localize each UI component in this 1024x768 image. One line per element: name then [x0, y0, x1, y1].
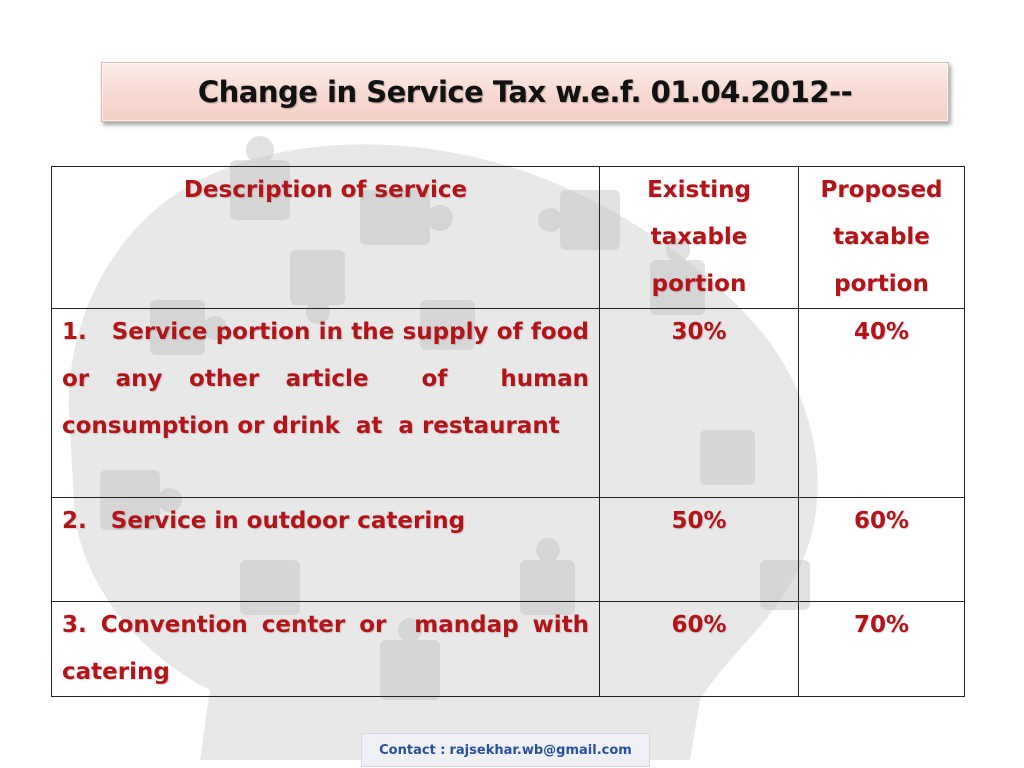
table-header-row: Description of service Existing taxable … — [51, 166, 965, 309]
header-description-cell: Description of service — [51, 166, 600, 309]
table-row: 2. Service in outdoor catering 50% 60% — [51, 497, 965, 602]
table-row: 1. Service portion in the supply of food… — [51, 308, 965, 498]
row-3-description-cell: 3. Convention center or mandap with cate… — [51, 601, 600, 697]
row-3-proposed: 70% — [853, 612, 910, 638]
row-2-proposed-cell: 60% — [798, 497, 965, 602]
row-1-existing: 30% — [671, 319, 727, 345]
row-1-proposed: 40% — [853, 319, 910, 345]
row-3-existing-cell: 60% — [599, 601, 799, 697]
row-1-description-cell: 1. Service portion in the supply of food… — [51, 308, 600, 498]
row-3-proposed-cell: 70% — [798, 601, 965, 697]
row-1-existing-cell: 30% — [599, 308, 799, 498]
header-description: Description of service — [183, 177, 468, 203]
title-banner: Change in Service Tax w.e.f. 01.04.2012-… — [101, 62, 949, 122]
service-tax-table: Description of service Existing taxable … — [51, 166, 965, 697]
contact-label: Contact : — [379, 742, 446, 758]
table-row: 3. Convention center or mandap with cate… — [51, 601, 965, 697]
contact-box: Contact : rajsekhar.wb@gmail.com — [361, 733, 650, 767]
row-2-existing-cell: 50% — [599, 497, 799, 602]
row-2-proposed: 60% — [853, 508, 910, 534]
row-2-description-cell: 2. Service in outdoor catering — [51, 497, 600, 602]
header-existing-cell: Existing taxable portion — [599, 166, 799, 309]
row-1-description: 1. Service portion in the supply of food… — [62, 319, 598, 439]
row-2-description: 2. Service in outdoor catering — [62, 508, 466, 534]
header-proposed-cell: Proposed taxable portion — [798, 166, 965, 309]
row-3-description: 3. Convention center or mandap with cate… — [62, 612, 598, 685]
row-3-existing: 60% — [671, 612, 727, 638]
header-proposed: Proposed taxable portion — [820, 177, 943, 297]
page-title: Change in Service Tax w.e.f. 01.04.2012-… — [197, 75, 853, 109]
row-1-proposed-cell: 40% — [798, 308, 965, 498]
contact-email-link[interactable]: rajsekhar.wb@gmail.com — [449, 742, 632, 758]
row-2-existing: 50% — [671, 508, 727, 534]
header-existing: Existing taxable portion — [647, 177, 751, 297]
